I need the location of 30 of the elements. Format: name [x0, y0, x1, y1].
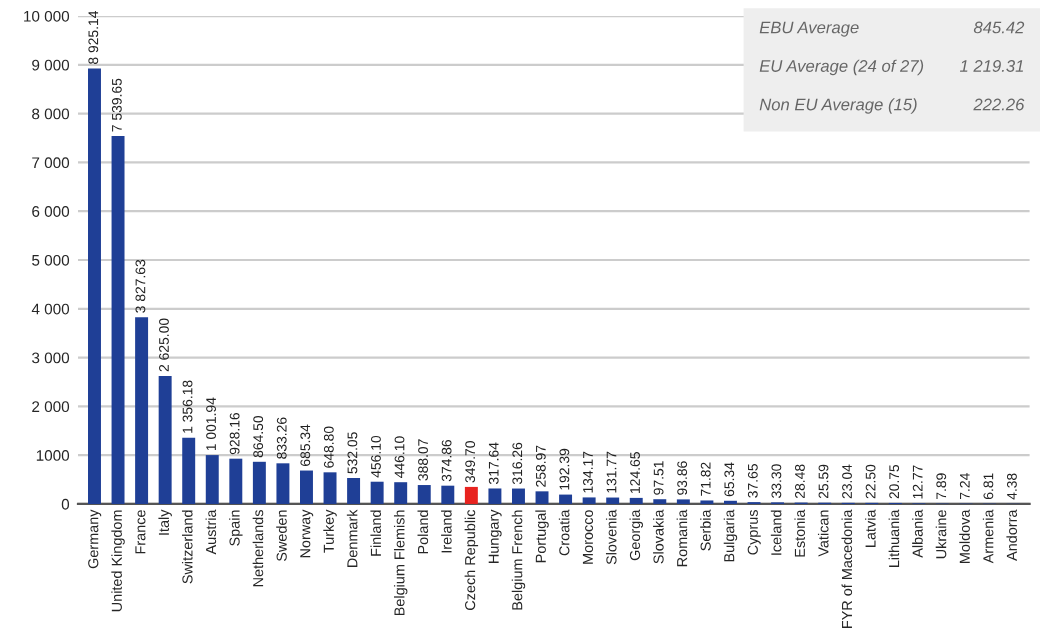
bar	[511, 488, 525, 504]
bar	[559, 494, 573, 504]
annotation: 222.26	[973, 98, 1025, 111]
bar	[464, 486, 478, 504]
bar	[417, 485, 431, 504]
bar	[135, 317, 149, 504]
bar	[441, 485, 455, 504]
bar	[535, 491, 549, 504]
bar	[252, 461, 266, 504]
annotation: EBU Average	[759, 21, 859, 37]
annotation: 845.42	[973, 21, 1025, 34]
annotation: 1 219.31	[959, 60, 1023, 72]
bar	[582, 497, 596, 504]
bar	[182, 437, 196, 504]
bar	[323, 472, 337, 504]
bar	[606, 497, 620, 504]
bar	[488, 488, 502, 504]
bar	[111, 136, 125, 504]
annotation: Non EU Average (15)	[759, 98, 917, 114]
bar	[229, 458, 243, 504]
bar	[158, 375, 172, 504]
bar	[300, 470, 313, 504]
annotation: EU Average (24 of 27)	[759, 59, 924, 76]
bar	[394, 482, 408, 504]
bar	[88, 68, 101, 504]
bar	[629, 497, 643, 504]
bar	[370, 481, 384, 504]
bar	[205, 455, 219, 504]
bar	[276, 463, 290, 504]
bar	[347, 478, 361, 504]
